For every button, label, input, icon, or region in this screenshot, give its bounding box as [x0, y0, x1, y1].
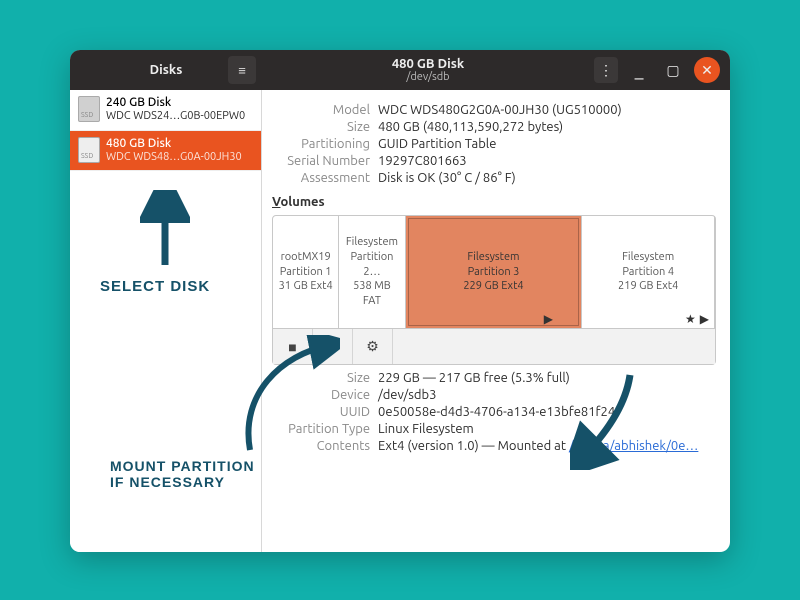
value-model: WDC WDS480G2G0A-00JH30 (UG510000) — [378, 103, 716, 117]
maximize-icon: ▢ — [666, 62, 679, 79]
hamburger-menu-button[interactable]: ≡ — [228, 56, 256, 84]
label-partitioning: Partitioning — [272, 137, 378, 151]
sidebar-disk-item[interactable]: SSD 480 GB Disk WDC WDS48…G0A-00JH30 — [70, 131, 261, 172]
value-partitioning: GUID Partition Table — [378, 137, 716, 151]
gear-icon: ⚙ — [366, 338, 379, 355]
stop-button[interactable]: ■ — [273, 329, 313, 364]
label-serial: Serial Number — [272, 154, 378, 168]
volume-row-icons: ▶ ★ ▶ — [672, 312, 709, 326]
value-serial: 19297C801663 — [378, 154, 716, 168]
minus-button[interactable]: − — [313, 329, 353, 364]
minus-icon: − — [329, 339, 337, 355]
label-assessment: Assessment — [272, 171, 378, 185]
value-vol-size: 229 GB — 217 GB free (5.3% full) — [378, 371, 716, 385]
volumes-heading: Volumes — [272, 195, 716, 209]
titlebar: Disks ≡ 480 GB Disk /dev/sdb ⋮ _ ▢ ✕ — [70, 50, 730, 90]
label-ptype: Partition Type — [272, 422, 378, 436]
gears-button[interactable]: ⚙ — [353, 329, 393, 364]
value-uuid: 0e50058e-d4d3-4706-a134-e13bfe81f247 — [378, 405, 716, 419]
label-model: Model — [272, 103, 378, 117]
close-icon: ✕ — [701, 62, 713, 79]
titlebar-right: ⋮ _ ▢ ✕ — [594, 57, 730, 83]
maximize-button[interactable]: ▢ — [660, 57, 686, 83]
disk-sidebar: SSD 240 GB Disk WDC WDS24…G0B-00EPW0 SSD… — [70, 90, 262, 552]
disk-item-title: 240 GB Disk — [106, 96, 245, 110]
app-title: Disks — [150, 63, 183, 77]
play-icon: ▶ — [544, 312, 553, 326]
sidebar-disk-item[interactable]: SSD 240 GB Disk WDC WDS24…G0B-00EPW0 — [70, 90, 261, 131]
titlebar-center: 480 GB Disk /dev/sdb — [262, 57, 594, 83]
volumes-row: rootMX19 Partition 1 31 GB Ext4 Filesyst… — [273, 216, 715, 328]
window-body: SSD 240 GB Disk WDC WDS24…G0B-00EPW0 SSD… — [70, 90, 730, 552]
label-uuid: UUID — [272, 405, 378, 419]
label-device: Device — [272, 388, 378, 402]
value-contents: Ext4 (version 1.0) — Mounted at /media/a… — [378, 439, 716, 453]
play-icon: ▶ — [700, 312, 709, 326]
disk-path: /dev/sdb — [262, 71, 594, 83]
volume-partition-3[interactable]: Filesystem Partition 3 229 GB Ext4 — [406, 216, 583, 328]
kebab-menu-button[interactable]: ⋮ — [594, 57, 618, 83]
stop-icon: ■ — [288, 339, 296, 355]
label-vol-size: Size — [272, 371, 378, 385]
volumes-box: rootMX19 Partition 1 31 GB Ext4 Filesyst… — [272, 215, 716, 365]
close-button[interactable]: ✕ — [694, 57, 720, 83]
titlebar-left: Disks ≡ — [70, 63, 262, 77]
volume-partition-2[interactable]: Filesystem Partition 2… 538 MB FAT — [339, 216, 405, 328]
mount-point-link[interactable]: /media/abhishek/0e… — [569, 439, 698, 453]
star-icon: ★ — [685, 312, 696, 326]
value-assessment: Disk is OK (30° C / 86° F) — [378, 171, 716, 185]
disk-item-sub: WDC WDS48…G0A-00JH30 — [106, 151, 242, 164]
disk-item-sub: WDC WDS24…G0B-00EPW0 — [106, 110, 245, 123]
hamburger-icon: ≡ — [238, 63, 246, 78]
kebab-icon: ⋮ — [599, 62, 613, 79]
volume-partition-1[interactable]: rootMX19 Partition 1 31 GB Ext4 — [273, 216, 339, 328]
value-size: 480 GB (480,113,590,272 bytes) — [378, 120, 716, 134]
disk-title: 480 GB Disk — [262, 57, 594, 71]
main-panel: ModelWDC WDS480G2G0A-00JH30 (UG510000) S… — [262, 90, 730, 552]
ssd-icon: SSD — [78, 137, 100, 163]
value-ptype: Linux Filesystem — [378, 422, 716, 436]
ssd-icon: SSD — [78, 96, 100, 122]
label-size: Size — [272, 120, 378, 134]
volume-toolbar: ■ − ⚙ — [273, 328, 715, 364]
minimize-icon: _ — [635, 66, 644, 74]
minimize-button[interactable]: _ — [626, 57, 652, 83]
label-contents: Contents — [272, 439, 378, 453]
disk-item-title: 480 GB Disk — [106, 137, 242, 151]
value-device: /dev/sdb3 — [378, 388, 716, 402]
disks-window: Disks ≡ 480 GB Disk /dev/sdb ⋮ _ ▢ ✕ SSD… — [70, 50, 730, 552]
